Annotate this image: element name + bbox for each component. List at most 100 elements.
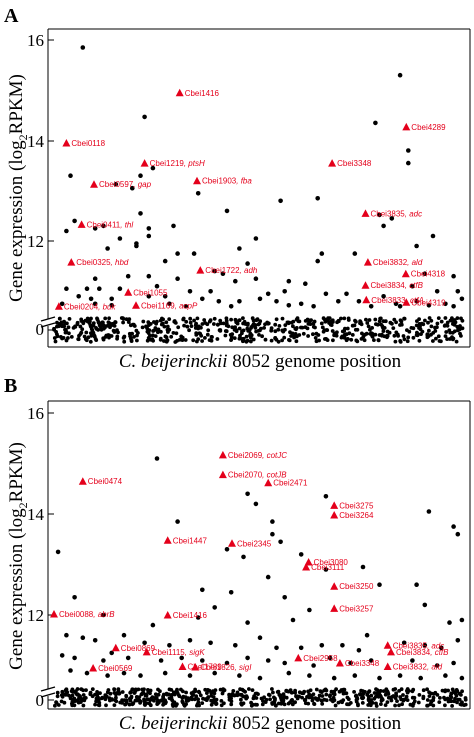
baseline-gene-point [444,330,449,334]
baseline-gene-point [86,335,91,340]
baseline-gene-point [122,339,127,344]
gene-point [336,299,341,304]
baseline-gene-point [60,689,65,694]
gene-point [146,226,152,231]
gene-point [162,670,168,676]
baseline-gene-point [234,320,239,325]
baseline-gene-point [359,337,364,341]
baseline-gene-point [189,691,194,696]
baseline-gene-point [136,687,141,692]
gene-label: Cbei3832, ald [373,258,423,267]
baseline-gene-point [131,701,135,706]
baseline-gene-point [76,337,81,341]
gene-point [311,663,316,668]
baseline-gene-point [173,321,178,325]
baseline-gene-point [184,690,189,695]
baseline-gene-point [429,324,434,329]
baseline-gene-point [205,332,210,337]
baseline-gene-point [207,338,212,342]
baseline-gene-point [145,338,150,343]
baseline-gene-point [306,334,310,338]
baseline-gene-point [153,696,158,700]
baseline-gene-point [284,689,289,693]
baseline-gene-point [88,339,93,344]
panel-b-letter: B [4,375,17,397]
baseline-gene-point [160,316,164,321]
gene-label: Cbei3834, ctfB [396,648,449,657]
gene-marker-triangle [89,664,98,672]
gene-point [455,638,461,643]
baseline-gene-point [112,703,117,707]
gene-point [167,643,172,648]
highlighted-gene: Cbei0204, buk [54,302,116,311]
baseline-gene-point [414,323,419,328]
gene-point [422,643,428,648]
baseline-gene-point [99,327,104,332]
gene-marker-triangle [328,159,337,167]
baseline-gene-point [377,690,382,695]
baseline-gene-point [454,339,459,344]
gene-point [397,72,403,78]
gene-point [121,632,127,638]
gene-point [422,602,428,608]
baseline-gene-point [319,690,324,694]
baseline-gene-point [450,687,455,692]
baseline-gene-point [187,328,192,333]
gene-point [179,655,184,661]
baseline-gene-point [84,330,89,335]
baseline-gene-point [79,317,84,322]
panel-a-y-tick-label-14: 14 [27,132,45,151]
baseline-gene-point [159,322,164,327]
gene-point [64,286,69,292]
baseline-gene-point [385,700,390,704]
baseline-gene-point [456,328,460,333]
baseline-gene-point [406,335,411,340]
baseline-gene-point [376,338,381,343]
baseline-gene-point [143,692,148,697]
gene-point [138,673,143,678]
gene-point [233,278,238,284]
baseline-gene-point [332,333,336,338]
baseline-gene-point [73,699,77,703]
panel-a-highlighted-genes: Cbei0118 Cbei1416 Cbei4289 Cbei1219, ptsH Cb… [54,88,446,311]
baseline-gene-point [360,701,365,705]
baseline-gene-point [105,690,110,695]
gene-marker-triangle [361,281,370,289]
baseline-gene-point [451,336,456,341]
baseline-gene-point [453,691,458,696]
gene-point [274,645,279,651]
gene-label: Cbei4289 [411,123,446,132]
baseline-gene-point [395,699,399,703]
gene-marker-triangle [67,258,76,266]
baseline-gene-point [458,324,462,328]
gene-point [298,645,304,651]
baseline-gene-point [224,323,229,328]
gene-point [253,501,259,507]
gene-point [220,271,226,277]
baseline-gene-point [362,338,367,343]
baseline-gene-point [301,331,306,336]
baseline-gene-point [268,697,272,702]
gene-point [307,673,312,678]
baseline-gene-point [267,692,271,697]
baseline-gene-point [446,688,450,693]
baseline-gene-point [169,334,174,339]
gene-point [138,211,143,216]
baseline-gene-point [54,700,58,705]
baseline-gene-point [174,331,179,336]
gene-point [200,658,205,663]
baseline-gene-point [196,337,201,341]
panel-b-y-tick-label-12: 12 [27,606,44,625]
panel-a-y-tick-label-16: 16 [27,31,44,50]
baseline-gene-point [260,334,264,339]
highlighted-gene: Cbei3835, adc [361,209,422,218]
panel-b-points [55,456,465,681]
gene-label: Cbei1722, adh [205,266,258,275]
highlighted-gene: Cbei2958 [294,653,338,663]
baseline-gene-point [290,702,295,707]
gene-label: Cbei2471 [273,479,308,488]
baseline-gene-point [380,333,384,338]
baseline-gene-point [329,689,334,694]
baseline-gene-point [121,316,125,320]
highlighted-gene: Cbei2070, cotJB [218,470,287,480]
